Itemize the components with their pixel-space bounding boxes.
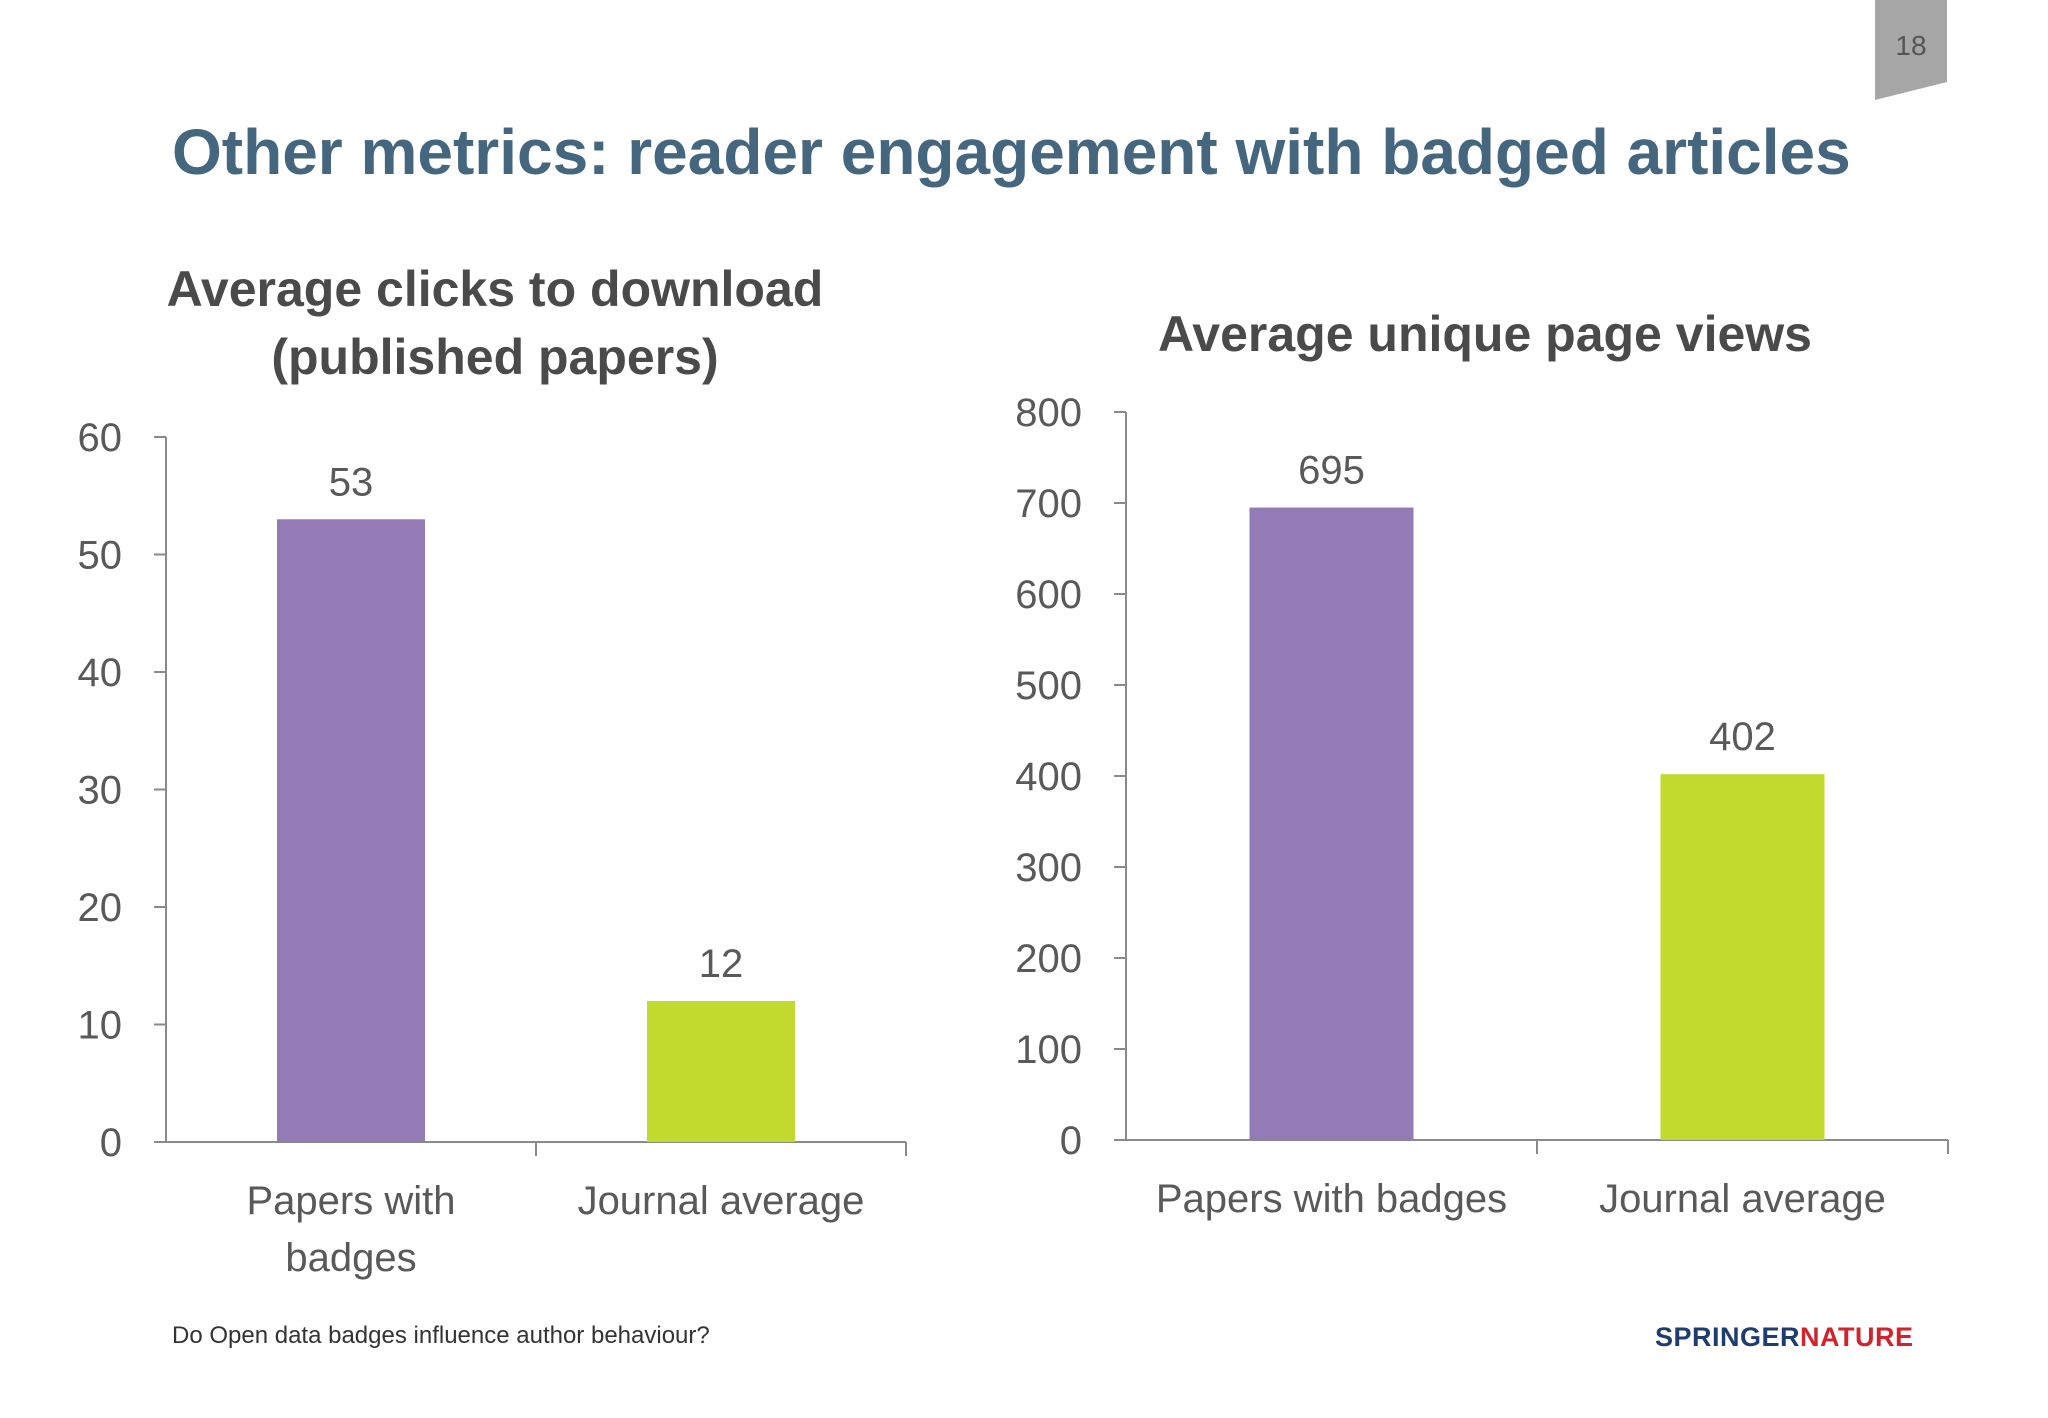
bar-journal-average [647, 1001, 795, 1142]
y-tick-label: 10 [78, 1004, 123, 1048]
data-label: 695 [1298, 449, 1365, 493]
chart-clicks-to-download: 0 10 20 30 40 50 60 53 Papers with badges 12 Journa… [78, 416, 907, 1280]
chart-pageviews-title: Average unique page views [1158, 306, 1812, 362]
y-tick-label: 500 [1015, 664, 1082, 708]
y-tick-label: 40 [78, 651, 123, 695]
data-label: 12 [699, 942, 744, 986]
y-tick-label: 700 [1015, 482, 1082, 526]
y-tick-label: 800 [1015, 391, 1082, 435]
bar-papers-with-badges [1249, 507, 1414, 1140]
x-category-label-line: Papers with badges [1156, 1177, 1507, 1221]
x-category-label-line: badges [285, 1236, 416, 1280]
x-category-label-line: Papers with [247, 1179, 456, 1223]
bar-journal-average [1660, 774, 1825, 1140]
y-tick-label: 300 [1015, 846, 1082, 890]
x-category-label-line: Journal average [578, 1179, 865, 1223]
chart-unique-page-views: 0 100 200 300 400 500 600 700 800 695 Papers with … [1015, 391, 1949, 1221]
y-tick-label: 400 [1015, 755, 1082, 799]
y-tick-label: 0 [1060, 1119, 1082, 1163]
y-tick-label: 50 [78, 534, 123, 578]
bar-papers-with-badges [277, 519, 425, 1142]
y-tick-label: 0 [100, 1121, 122, 1165]
springer-nature-logo: SPRINGERNATURE [1655, 1322, 1914, 1353]
y-tick-label: 20 [78, 886, 123, 930]
logo-part-2: NATURE [1800, 1322, 1914, 1352]
footer-text: Do Open data badges influence author beh… [172, 1322, 710, 1349]
x-category-label: Papers with badges [247, 1179, 456, 1280]
x-category-label: Papers with badges [1156, 1177, 1507, 1221]
x-category-label-line: Journal average [1599, 1177, 1886, 1221]
page-number: 18 [1895, 30, 1927, 61]
chart-clicks-title: Average clicks to download (published pa… [166, 261, 824, 385]
y-tick-label: 200 [1015, 937, 1082, 981]
logo-part-1: SPRINGER [1655, 1322, 1801, 1352]
x-category-label: Journal average [578, 1179, 865, 1223]
page-tab-shape [1875, 0, 1947, 100]
slide-title: Other metrics: reader engagement with ba… [172, 116, 1851, 188]
y-tick-label: 30 [78, 769, 123, 813]
x-category-label: Journal average [1599, 1177, 1886, 1221]
y-tick-label: 100 [1015, 1028, 1082, 1072]
data-label: 53 [329, 460, 374, 504]
y-tick-label: 60 [78, 416, 123, 460]
data-label: 402 [1709, 715, 1776, 759]
y-tick-label: 600 [1015, 573, 1082, 617]
